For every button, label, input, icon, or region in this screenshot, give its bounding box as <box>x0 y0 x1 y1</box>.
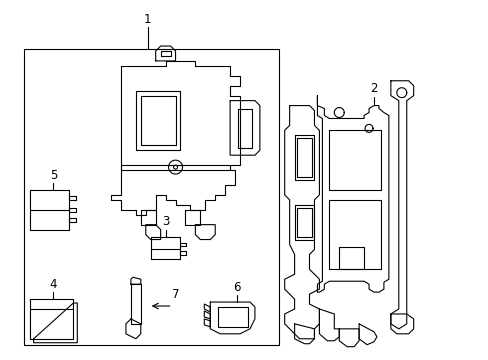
Text: 1: 1 <box>143 13 151 26</box>
Text: 2: 2 <box>369 82 377 95</box>
Text: 7: 7 <box>171 288 179 301</box>
Text: 5: 5 <box>50 168 57 181</box>
Text: 3: 3 <box>162 215 169 228</box>
Text: 6: 6 <box>233 281 240 294</box>
Text: 4: 4 <box>50 278 57 291</box>
